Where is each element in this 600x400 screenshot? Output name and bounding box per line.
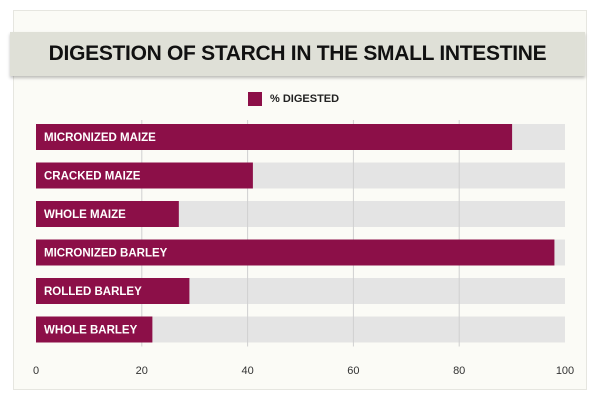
x-tick-label: 60 — [347, 365, 359, 377]
bar-label: MICRONIZED BARLEY — [44, 248, 168, 260]
bar-label: ROLLED BARLEY — [44, 286, 142, 298]
x-tick-label: 100 — [556, 365, 574, 377]
bar — [36, 316, 153, 343]
chart-title: DIGESTION OF STARCH IN THE SMALL INTESTI… — [48, 42, 547, 65]
bar-label: WHOLE BARLEY — [44, 325, 138, 337]
bar-label: WHOLE MAIZE — [44, 209, 126, 221]
legend-swatch — [248, 92, 262, 106]
x-tick-label: 0 — [33, 365, 39, 377]
legend: % DIGESTED — [248, 91, 339, 107]
legend-label: % DIGESTED — [270, 93, 340, 105]
x-tick-label: 20 — [136, 365, 148, 377]
bar-label: CRACKED MAIZE — [44, 171, 141, 183]
bar — [36, 124, 513, 150]
bar — [36, 278, 190, 304]
x-tick-label: 40 — [241, 365, 253, 377]
bar-label: MICRONIZED MAIZE — [44, 132, 156, 144]
x-tick-label: 80 — [453, 365, 465, 377]
bar — [36, 239, 555, 266]
bar — [36, 201, 179, 227]
bar — [36, 162, 253, 189]
title-banner: DIGESTION OF STARCH IN THE SMALL INTESTI… — [10, 32, 585, 76]
